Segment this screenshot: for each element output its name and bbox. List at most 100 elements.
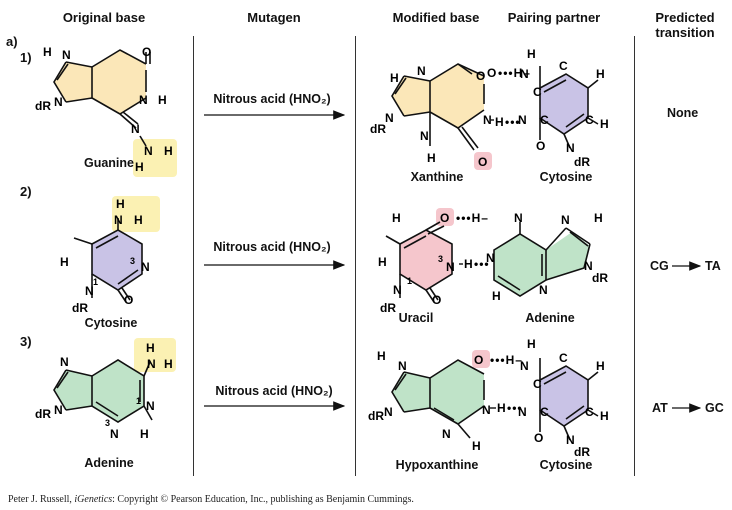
svg-text:3: 3	[105, 418, 110, 428]
svg-text:dR: dR	[72, 301, 88, 315]
row-number-3: 3)	[20, 334, 32, 349]
svg-text:H: H	[43, 45, 52, 59]
label-adenine: Adenine	[84, 456, 134, 470]
svg-text:•••: •••	[474, 257, 490, 271]
svg-text:H: H	[527, 337, 536, 351]
xanthine-structure: N O N N N dR H O H	[370, 63, 492, 170]
svg-text:N: N	[393, 283, 402, 297]
transition-to-2: TA	[705, 259, 721, 273]
svg-text:O: O	[534, 431, 543, 445]
label-cytosine-partner: Cytosine	[539, 170, 593, 184]
label-cytosine-partner-2: Cytosine	[539, 458, 593, 472]
uracil-structure: H O H N 3 N 1 dR O	[378, 208, 455, 315]
svg-text:dR: dR	[35, 407, 51, 421]
svg-text:N: N	[60, 355, 69, 369]
svg-text:dR: dR	[368, 409, 384, 423]
svg-text:3: 3	[438, 254, 443, 264]
label-uracil: Uracil	[398, 311, 434, 325]
caption-title: iGenetics	[74, 494, 113, 505]
svg-text:C: C	[559, 59, 568, 73]
svg-text:O: O	[487, 66, 496, 80]
svg-text:dR: dR	[574, 155, 590, 169]
svg-text:N: N	[62, 48, 71, 62]
mutagen-label-3: Nitrous acid (HNO₂)	[215, 384, 333, 398]
svg-text:H: H	[378, 255, 387, 269]
svg-text:N: N	[54, 95, 63, 109]
header-pairing-partner: Pairing partner	[507, 10, 601, 25]
label-xanthine: Xanthine	[410, 170, 464, 184]
svg-text:C: C	[533, 377, 542, 391]
svg-text:N: N	[420, 129, 429, 143]
svg-text:N: N	[85, 284, 94, 298]
svg-text:dR: dR	[370, 122, 386, 136]
svg-text:H: H	[164, 357, 173, 371]
svg-text:H: H	[596, 67, 605, 81]
amino-highlight	[133, 139, 177, 177]
svg-text:N: N	[114, 213, 123, 227]
svg-text:1: 1	[136, 396, 141, 406]
svg-text:O: O	[440, 211, 449, 225]
svg-text:H: H	[60, 255, 69, 269]
hydrogen-bonds-row2: •••H– H •••	[456, 211, 490, 271]
guanine-structure: H N O N H N N dR N H H	[35, 45, 177, 177]
svg-text:O: O	[478, 155, 487, 169]
label-cytosine: Cytosine	[84, 316, 138, 330]
header-predicted-transition: Predicted transition	[642, 10, 728, 40]
panel-label: a)	[6, 34, 18, 49]
svg-text:C: C	[585, 113, 594, 127]
cytosine-structure: H N H H N 3 N 1 dR O	[60, 196, 160, 315]
transition-from-2: CG	[650, 259, 669, 273]
svg-text:•••H–: •••H–	[456, 211, 489, 225]
svg-text:N: N	[539, 283, 548, 297]
transition-from-3: AT	[652, 401, 668, 415]
hydrogen-bonds-row3: •••H– H •••	[490, 353, 523, 415]
svg-text:N: N	[566, 433, 575, 447]
svg-text:N: N	[482, 403, 491, 417]
svg-text:N: N	[446, 260, 455, 274]
svg-text:H: H	[377, 349, 386, 363]
svg-text:N: N	[561, 213, 570, 227]
svg-text:1: 1	[93, 277, 98, 287]
credit-caption: Peter J. Russell, iGenetics: Copyright ©…	[8, 494, 414, 505]
svg-text:H: H	[146, 341, 155, 355]
svg-text:O: O	[142, 45, 151, 59]
svg-text:dR: dR	[380, 301, 396, 315]
header-predicted-line2: transition	[655, 25, 715, 40]
svg-text:H: H	[116, 197, 125, 211]
svg-text:N: N	[147, 357, 156, 371]
svg-text:H: H	[392, 211, 401, 225]
transition-none: None	[667, 106, 699, 120]
hypoxanthine-structure: H N O N N dR N H	[368, 349, 491, 453]
svg-text:H: H	[134, 213, 143, 227]
cytosine-partner-structure: H N C C H C H O N dR N C	[518, 47, 609, 169]
label-guanine: Guanine	[83, 156, 134, 170]
column-divider	[193, 36, 194, 476]
svg-text:H: H	[135, 160, 144, 174]
svg-text:H: H	[464, 257, 473, 271]
svg-text:H: H	[600, 117, 609, 131]
svg-text:O: O	[124, 293, 133, 307]
svg-text:N: N	[518, 113, 527, 127]
svg-text:1: 1	[407, 276, 412, 286]
svg-text:N: N	[384, 405, 393, 419]
column-divider	[355, 36, 356, 476]
svg-text:•••H–: •••H–	[490, 353, 523, 367]
svg-text:C: C	[540, 113, 549, 127]
row-number-2: 2)	[20, 184, 32, 199]
svg-text:N: N	[520, 359, 529, 373]
svg-text:H: H	[527, 47, 536, 61]
svg-text:N: N	[131, 122, 140, 136]
header-mutagen: Mutagen	[247, 10, 301, 25]
svg-text:H: H	[164, 144, 173, 158]
column-divider	[634, 36, 635, 476]
svg-text:H: H	[492, 289, 501, 303]
svg-text:C: C	[559, 351, 568, 365]
caption-copyright: : Copyright © Pearson Education, Inc., p…	[112, 494, 414, 505]
svg-text:H: H	[472, 439, 481, 453]
svg-text:3: 3	[130, 256, 135, 266]
hydrogen-bonds-row1: O •••H– H •••	[487, 66, 530, 129]
svg-text:H: H	[497, 401, 506, 415]
svg-text:N: N	[514, 211, 523, 225]
svg-text:dR: dR	[592, 271, 608, 285]
